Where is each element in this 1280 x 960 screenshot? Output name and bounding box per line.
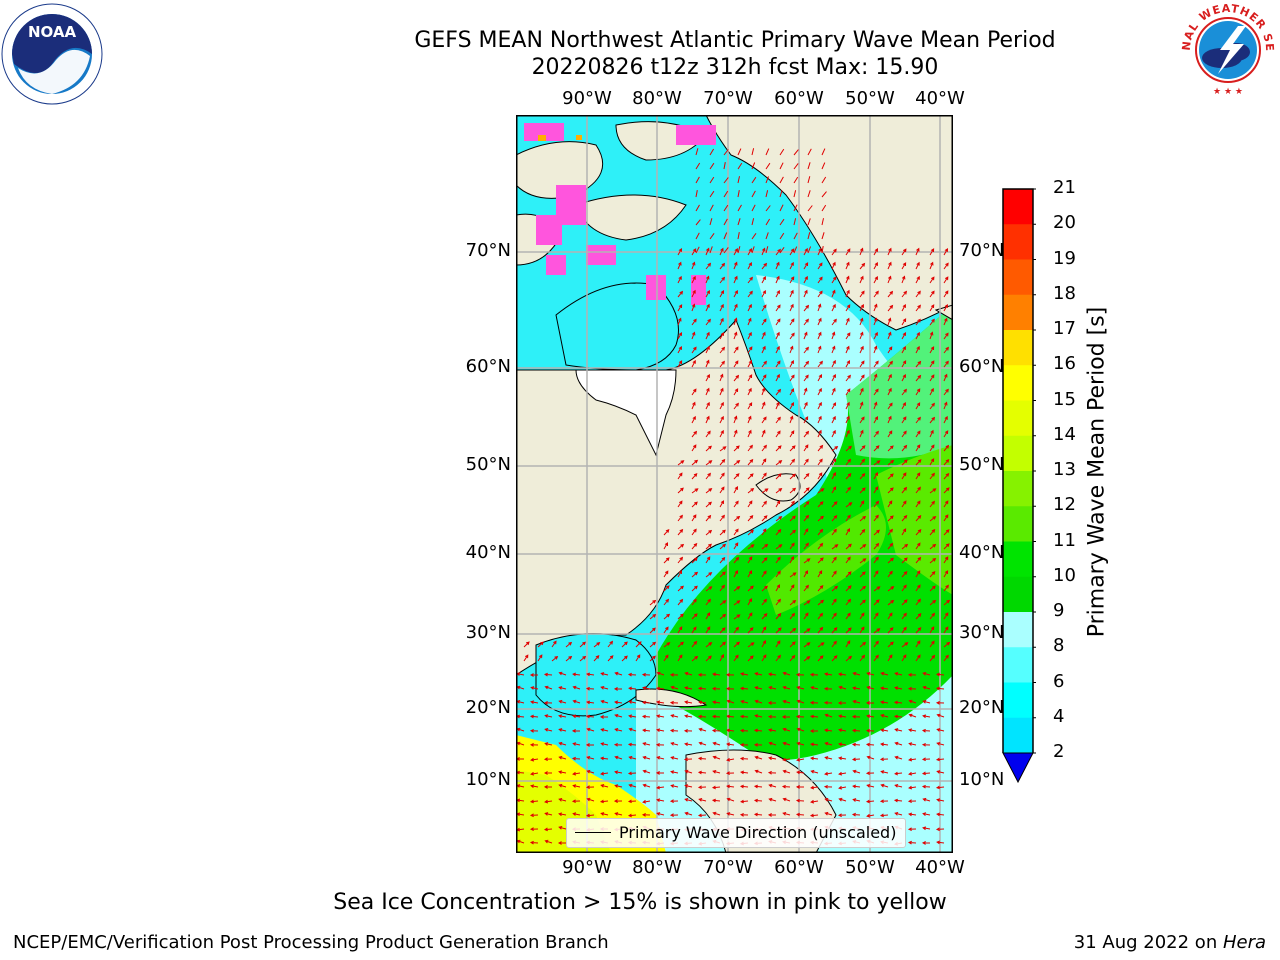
- axis-tick-label: 50°W: [845, 857, 895, 878]
- noaa-logo-text: NOAA: [28, 23, 77, 41]
- axis-tick-label: 50°N: [465, 454, 511, 475]
- axis-tick-label: 90°W: [562, 857, 612, 878]
- sea-ice-patches: [524, 123, 716, 305]
- axis-tick-label: 70°W: [703, 857, 753, 878]
- footer-date: 31 Aug 2022 on Hera: [1074, 932, 1266, 953]
- axis-tick-label: 70°N: [959, 240, 1005, 261]
- axis-tick-label: 90°W: [562, 88, 612, 109]
- axis-tick-label: 70°W: [703, 88, 753, 109]
- colorbar-tick-label: 2: [1053, 741, 1065, 762]
- colorbar-segment: [1003, 330, 1033, 366]
- colorbar-segment: [1003, 294, 1033, 331]
- title-line-2: 20220826 t12z 312h fcst Max: 15.90: [531, 55, 939, 80]
- axis-tick-label: 60°W: [774, 857, 824, 878]
- colorbar-under-arrow: [1002, 752, 1034, 784]
- axis-tick-label: 50°W: [845, 88, 895, 109]
- svg-text:★ ★ ★: ★ ★ ★: [1213, 87, 1243, 97]
- colorbar-segment: [1003, 506, 1033, 542]
- footer-host: Hera: [1222, 932, 1266, 953]
- chart-title: GEFS MEAN Northwest Atlantic Primary Wav…: [0, 27, 1280, 81]
- axis-tick-label: 40°N: [959, 542, 1005, 563]
- legend-label: Primary Wave Direction (unscaled): [619, 823, 897, 842]
- colorbar-tick-label: 18: [1053, 282, 1076, 304]
- colorbar-segment: [1003, 400, 1033, 437]
- noaa-logo-icon: NOAA: [1, 3, 103, 105]
- colorbar-tick-label: 21: [1053, 177, 1076, 198]
- colorbar-tick-label: 17: [1053, 318, 1076, 339]
- colorbar-tick-label: 19: [1053, 247, 1076, 269]
- footer-date-text: 31 Aug 2022 on: [1073, 932, 1223, 953]
- colorbar-segment: [1003, 717, 1033, 754]
- title-line-1: GEFS MEAN Northwest Atlantic Primary Wav…: [414, 28, 1056, 53]
- colorbar-tick-label: 8: [1053, 635, 1065, 657]
- axis-tick-label: 70°N: [465, 240, 511, 261]
- colorbar-segment: [1003, 435, 1033, 472]
- colorbar: [1002, 188, 1036, 784]
- wave-period-map: [516, 115, 953, 853]
- colorbar-segment: [1003, 224, 1033, 260]
- colorbar-tick-label: 10: [1053, 564, 1076, 586]
- axis-tick-label: 10°N: [465, 769, 511, 790]
- colorbar-tick-label: 20: [1053, 212, 1076, 234]
- axis-tick-label: 30°N: [465, 622, 511, 643]
- axis-tick-label: 30°N: [959, 622, 1005, 643]
- colorbar-segment: [1003, 612, 1033, 648]
- axis-tick-label: 80°W: [632, 857, 682, 878]
- colorbar-segment: [1003, 647, 1033, 683]
- colorbar-segment: [1003, 541, 1033, 578]
- axis-tick-label: 60°W: [774, 88, 824, 109]
- axis-tick-label: 10°N: [959, 769, 1005, 790]
- legend-line-swatch: [575, 832, 611, 833]
- colorbar-segment: [1003, 471, 1033, 507]
- colorbar-title: Primary Wave Mean Period [s]: [1084, 306, 1110, 638]
- axis-tick-label: 60°N: [465, 356, 511, 377]
- wave-direction-arrows: [516, 148, 951, 846]
- colorbar-tick-label: 16: [1053, 353, 1076, 375]
- colorbar-segment: [1003, 189, 1033, 225]
- axis-tick-label: 20°N: [465, 697, 511, 718]
- colorbar-tick-label: 6: [1053, 670, 1065, 692]
- colorbar-tick-label: 4: [1053, 705, 1065, 727]
- colorbar-tick-label: 13: [1053, 459, 1076, 480]
- colorbar-tick-label: 11: [1053, 529, 1076, 551]
- colorbar-segment: [1003, 259, 1033, 296]
- colorbar-tick-label: 15: [1053, 388, 1076, 410]
- footer-branch: NCEP/EMC/Verification Post Processing Pr…: [13, 932, 609, 953]
- axis-tick-label: 80°W: [632, 88, 682, 109]
- axis-tick-label: 40°N: [465, 542, 511, 563]
- colorbar-segment: [1003, 576, 1033, 613]
- sea-ice-caption: Sea Ice Concentration > 15% is shown in …: [333, 890, 947, 915]
- colorbar-segment: [1003, 365, 1033, 401]
- axis-tick-label: 40°W: [915, 857, 965, 878]
- colorbar-segment: [1003, 682, 1033, 719]
- map-legend: Primary Wave Direction (unscaled): [566, 818, 906, 848]
- colorbar-tick-label: 12: [1053, 494, 1076, 516]
- axis-tick-label: 50°N: [959, 454, 1005, 475]
- colorbar-tick-label: 14: [1053, 423, 1076, 445]
- axis-tick-label: 20°N: [959, 697, 1005, 718]
- axis-tick-label: 40°W: [915, 88, 965, 109]
- axis-tick-label: 60°N: [959, 356, 1005, 377]
- colorbar-tick-label: 9: [1053, 600, 1065, 621]
- nws-logo-icon: NATIONAL WEATHER SERVICE ★ ★ ★: [1178, 0, 1276, 98]
